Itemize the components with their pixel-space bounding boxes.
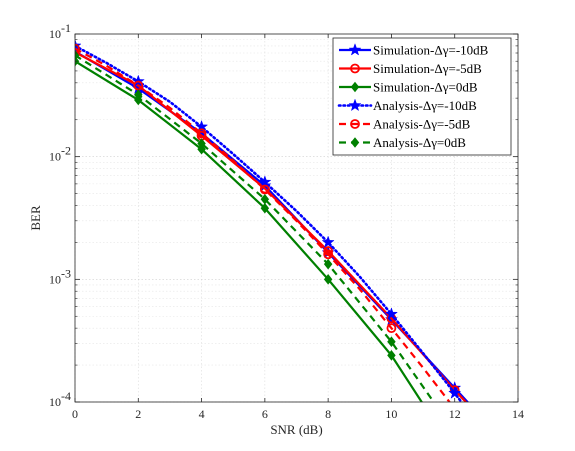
- series-line: [75, 44, 464, 402]
- x-axis-label: SNR (dB): [270, 422, 322, 437]
- data-point: [384, 307, 399, 320]
- y-tick-label: 10: [49, 150, 61, 164]
- data-point: [260, 193, 270, 205]
- series-4: [75, 38, 464, 402]
- x-tick-label: 0: [72, 407, 78, 421]
- legend-entry: Analysis-Δγ=-5dB: [339, 117, 471, 132]
- x-tick-label: 12: [449, 407, 461, 421]
- y-axis-label: BER: [28, 205, 43, 231]
- legend-label: Analysis-Δγ=-5dB: [373, 117, 471, 132]
- x-tick-label: 2: [135, 407, 141, 421]
- data-point: [387, 336, 396, 348]
- data-point: [387, 350, 396, 361]
- legend-entry: Analysis-Δγ=0dB: [339, 135, 466, 150]
- y-tick-label: 10: [49, 27, 61, 41]
- data-point: [323, 258, 333, 270]
- data-point: [323, 249, 334, 260]
- legend-entry: Simulation-Δγ=-5dB: [339, 61, 482, 76]
- legend-entry: Analysis-Δγ=-10dB: [337, 98, 477, 113]
- y-tick-label: 10: [49, 272, 61, 286]
- y-tick-exponent: -1: [61, 21, 71, 35]
- data-point: [259, 184, 270, 195]
- data-point: [386, 323, 397, 334]
- legend: Simulation-Δγ=-10dB Simulation-Δγ=-5dB Sim…: [332, 37, 512, 156]
- series-5: [75, 43, 451, 402]
- data-point: [260, 202, 270, 214]
- legend-marker: [348, 43, 362, 56]
- x-tick-label: 4: [199, 407, 205, 421]
- legend-label: Analysis-Δγ=-10dB: [373, 98, 477, 113]
- legend-label: Simulation-Δγ=0dB: [373, 80, 478, 95]
- y-tick-exponent: -2: [61, 144, 71, 158]
- legend-box: [332, 37, 512, 156]
- x-tick-label: 6: [262, 407, 268, 421]
- x-tick-label: 8: [325, 407, 331, 421]
- legend-marker: [350, 63, 360, 74]
- legend-entry: Simulation-Δγ=0dB: [339, 80, 478, 95]
- series-layer: [75, 38, 470, 402]
- data-point: [323, 274, 333, 285]
- data-point: [75, 43, 80, 54]
- legend-label: Simulation-Δγ=-10dB: [373, 43, 489, 58]
- series-6: [75, 50, 436, 402]
- legend-marker: [348, 98, 362, 112]
- legend-marker: [350, 119, 360, 129]
- legend-marker: [350, 81, 360, 93]
- legend-label: Simulation-Δγ=-5dB: [373, 61, 482, 76]
- data-point: [197, 138, 206, 149]
- plot-frame: [74, 33, 519, 403]
- data-point: [134, 89, 143, 101]
- y-tick-exponent: -3: [61, 266, 71, 280]
- data-point: [196, 128, 207, 139]
- data-point: [448, 386, 462, 399]
- y-tick-label: 10: [49, 395, 61, 409]
- x-tick-label: 10: [385, 407, 397, 421]
- data-point: [321, 235, 335, 249]
- data-point: [75, 47, 80, 58]
- y-tick-exponent: -4: [61, 389, 71, 403]
- legend-label: Analysis-Δγ=0dB: [373, 135, 466, 150]
- x-tick-label: 14: [512, 407, 524, 421]
- legend-entry: Simulation-Δγ=-10dB: [339, 43, 489, 58]
- legend-marker: [350, 137, 360, 148]
- data-point: [197, 143, 206, 155]
